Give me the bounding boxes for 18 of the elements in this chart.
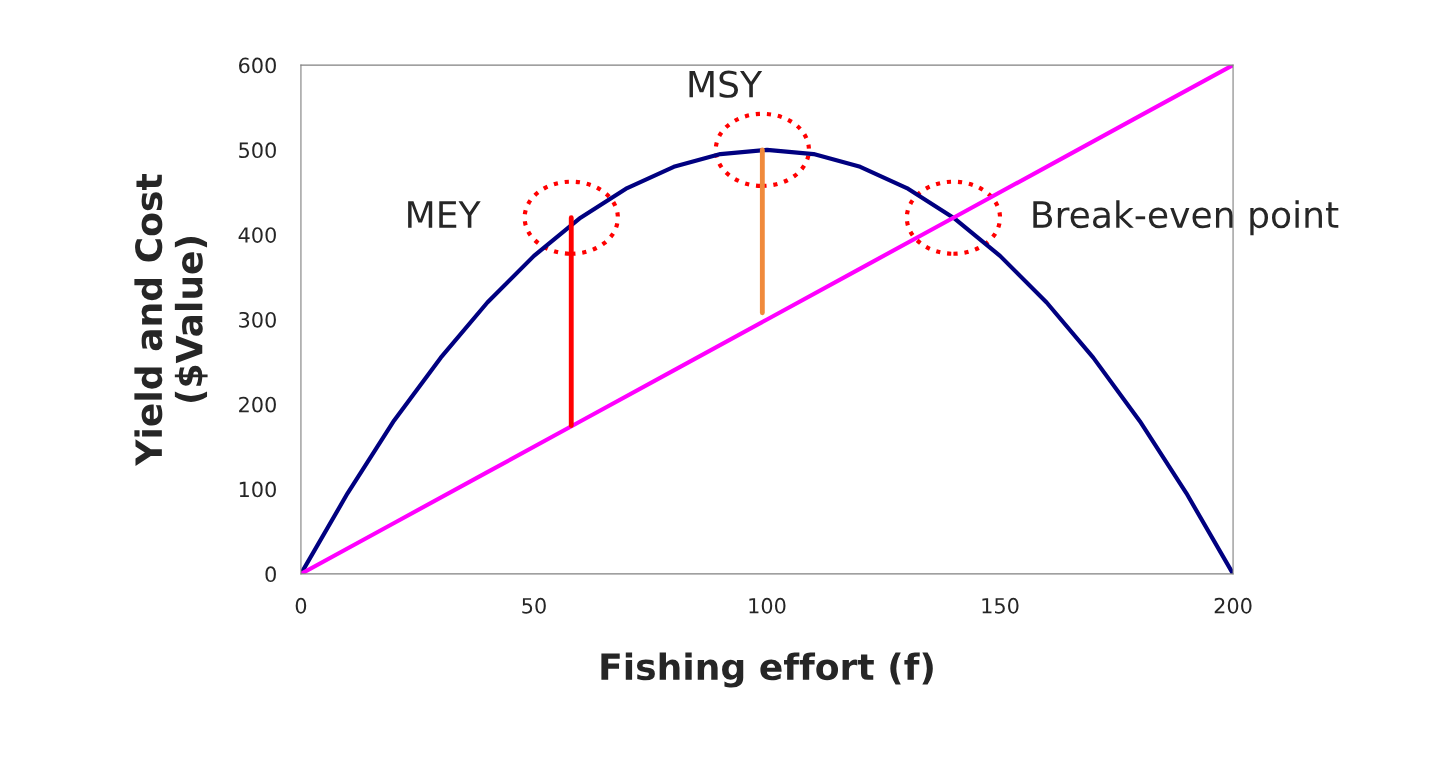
y-tick-label: 0	[265, 566, 276, 583]
x-tick-label: 200	[1214, 597, 1252, 614]
annotation: MEY	[408, 201, 481, 228]
y-tick-label: 600	[239, 57, 276, 74]
y-tick-label: 100	[239, 481, 276, 498]
x-tick-label: 50	[522, 597, 546, 614]
x-tick-label: 100	[749, 597, 786, 614]
y-axis-title: Yield and Cost ($Value)	[134, 174, 208, 467]
y-tick-label: 500	[239, 142, 276, 159]
y-tick-label: 200	[239, 396, 276, 413]
y-tick-label: 300	[239, 311, 276, 328]
x-tick-label: 0	[295, 597, 307, 614]
x-axis-title: Fishing effort (f)	[601, 652, 933, 688]
annotation: Break-even point	[1033, 200, 1339, 236]
line-series	[300, 65, 1234, 574]
y-tick-label: 400	[238, 227, 276, 243]
x-tick-label: 150	[982, 597, 1019, 614]
annotation: MSY	[689, 70, 763, 98]
